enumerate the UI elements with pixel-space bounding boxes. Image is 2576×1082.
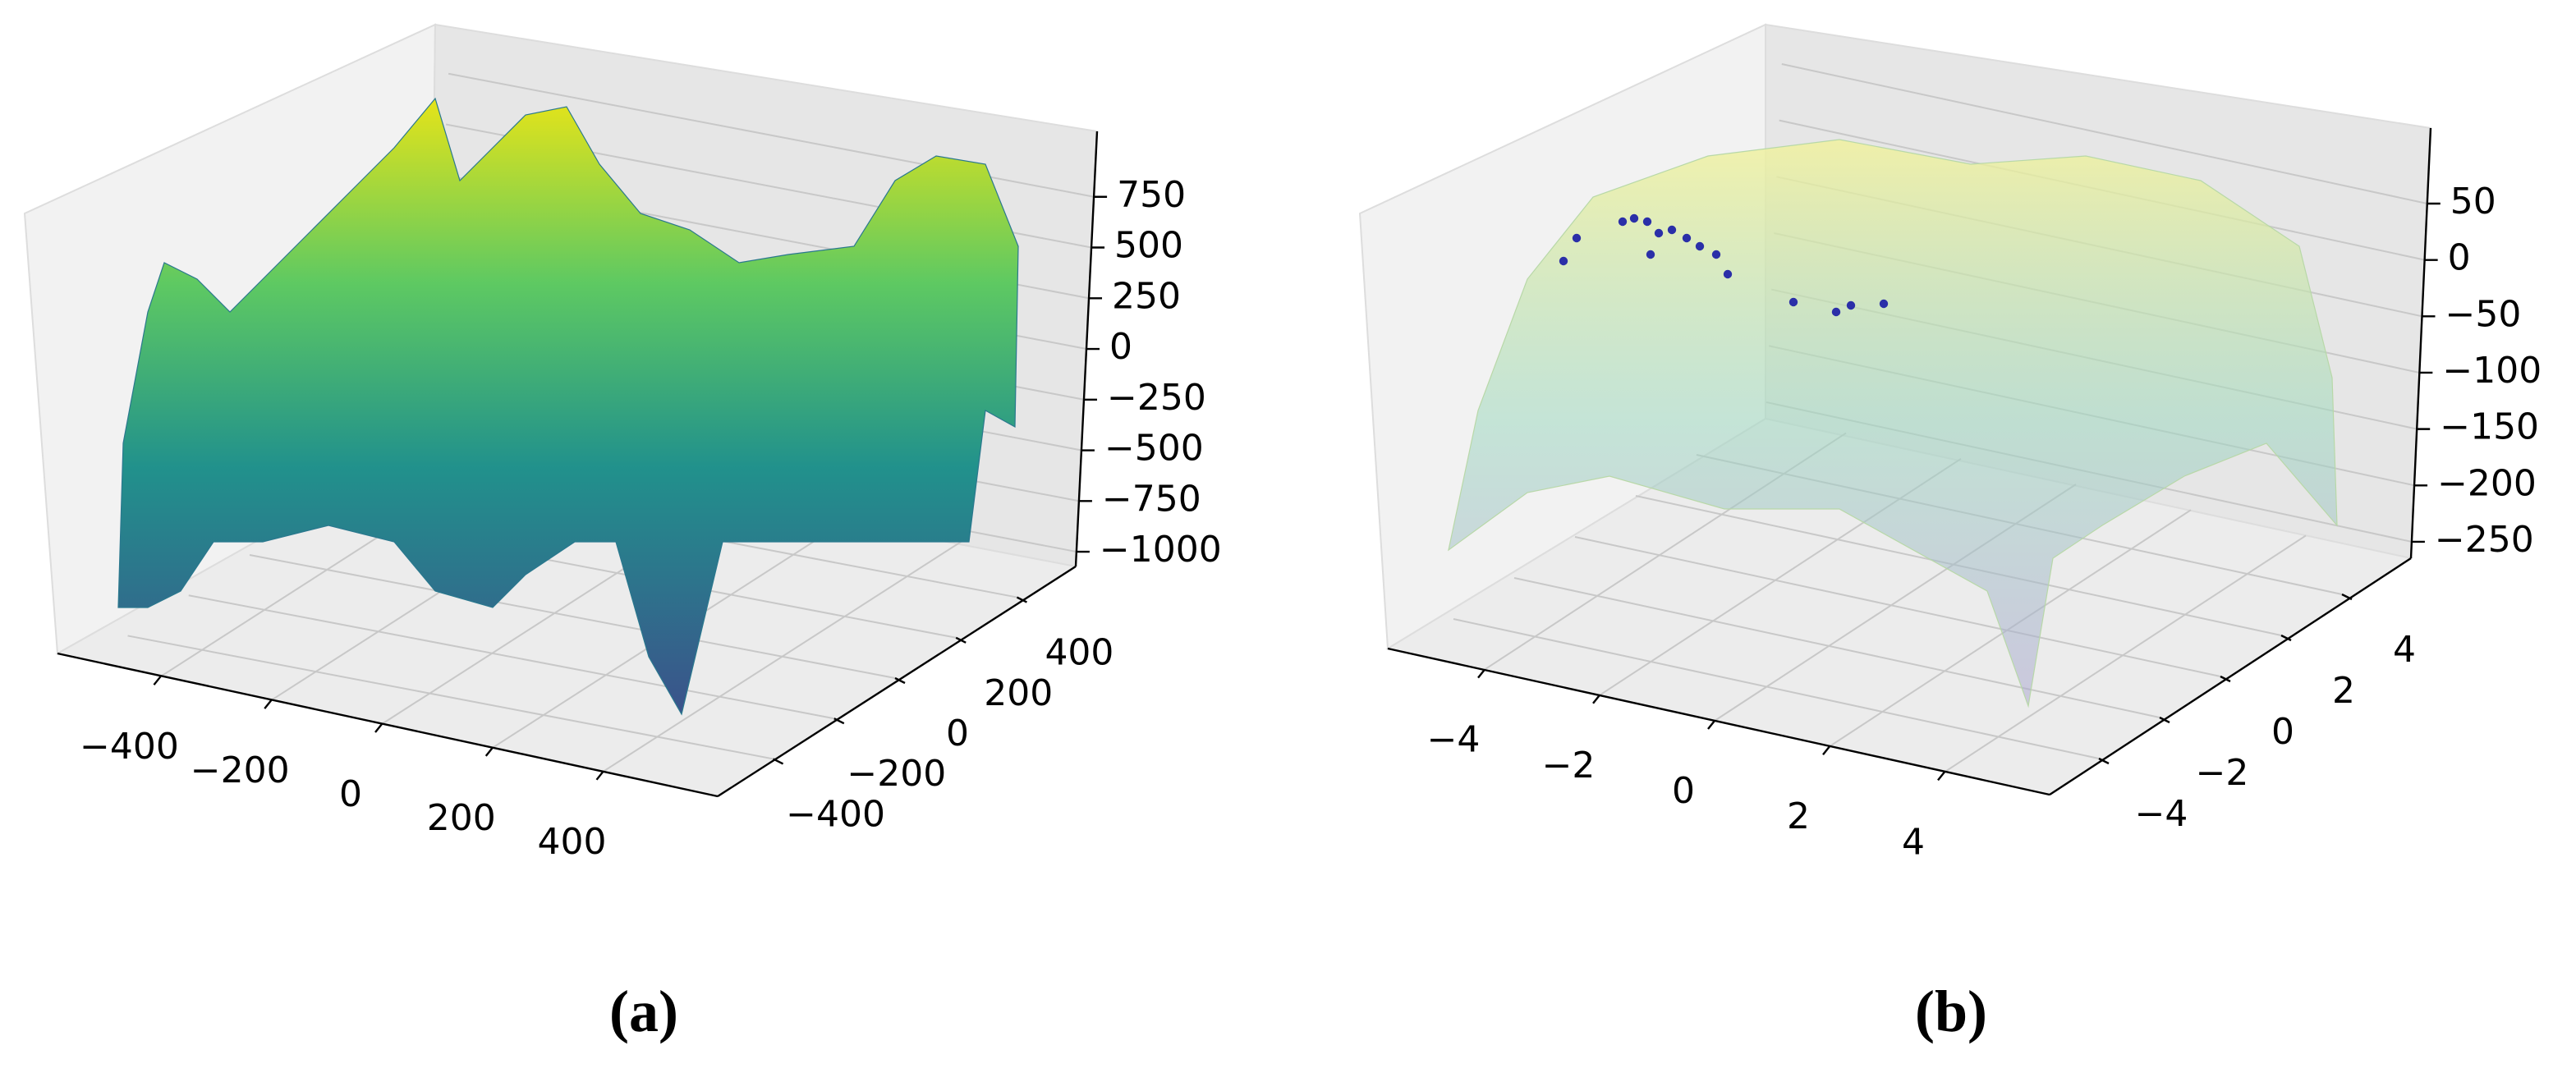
x-tick-label: 4: [1902, 821, 1925, 863]
x-tick: [1822, 745, 1830, 755]
y-tick-label: 2: [2332, 670, 2355, 712]
z-tick-label: −200: [2437, 462, 2537, 504]
x-tick-label: 200: [427, 797, 496, 839]
y-tick: [2220, 675, 2231, 683]
point: [1723, 269, 1733, 279]
z-tick-label: 50: [2450, 181, 2496, 222]
z-tick-label: −250: [1107, 377, 1206, 419]
x-tick: [595, 771, 604, 781]
point: [1618, 217, 1628, 227]
axis-line: [57, 652, 719, 798]
point: [1695, 241, 1705, 251]
x-tick: [153, 676, 162, 685]
z-tick-label: −50: [2445, 293, 2521, 335]
point: [1711, 250, 1721, 259]
z-tick-label: −150: [2440, 406, 2539, 448]
panel-caption: (a): [609, 979, 678, 1044]
x-tick-label: 0: [1672, 770, 1695, 812]
x-tick: [1477, 668, 1485, 679]
surface-b: [1448, 139, 2338, 708]
y-tick-label: 200: [984, 672, 1053, 714]
grid-line: [1453, 618, 2100, 759]
y-tick-label: −400: [786, 793, 885, 835]
x-tick-label: 0: [339, 773, 362, 815]
grid-line: [249, 554, 896, 679]
grid-line: [1513, 577, 2160, 718]
y-tick: [2341, 593, 2353, 601]
x-tick: [374, 723, 383, 733]
z-tick-label: 0: [1109, 326, 1132, 368]
y-tick: [2280, 634, 2292, 642]
y-tick-label: −2: [2196, 752, 2249, 794]
grid-line: [1574, 536, 2221, 677]
x-tick: [264, 699, 273, 709]
surface-a: [117, 97, 1019, 716]
z-tick-label: 0: [2448, 237, 2471, 279]
x-tick: [1592, 695, 1600, 704]
z-tick-label: 750: [1117, 174, 1186, 216]
x-tick-label: −4: [1427, 719, 1481, 761]
point: [1846, 300, 1856, 310]
point: [1879, 299, 1889, 309]
point: [1682, 233, 1692, 243]
x-tick-label: 400: [538, 821, 607, 863]
z-tick-label: −500: [1104, 428, 1204, 470]
y-tick-label: 400: [1045, 632, 1114, 674]
y-tick: [955, 636, 967, 644]
z-tick-label: 500: [1114, 225, 1183, 267]
panel-caption: (b): [1915, 979, 1987, 1044]
y-tick-label: 4: [2393, 629, 2416, 671]
axis-line: [2409, 127, 2432, 559]
grid-line: [1781, 63, 2427, 204]
z-tick-label: −1000: [1100, 529, 1222, 571]
y-tick-label: 0: [946, 713, 969, 754]
point: [1654, 228, 1664, 238]
x-tick: [484, 747, 494, 757]
x-tick-label: −400: [80, 726, 179, 768]
x-tick-label: 2: [1787, 795, 1810, 837]
y-tick: [2159, 716, 2170, 724]
grid-line: [188, 594, 834, 720]
point: [1629, 213, 1639, 223]
point: [1831, 307, 1841, 317]
x-tick-label: −2: [1542, 745, 1596, 786]
scatter-points: [1559, 213, 1889, 317]
point: [1642, 217, 1652, 227]
y-tick-label: −200: [847, 753, 946, 795]
z-tick-label: −750: [1102, 478, 1201, 520]
point: [1789, 297, 1798, 307]
grid-line: [127, 635, 774, 760]
point: [1572, 233, 1582, 243]
z-tick-label: −100: [2442, 350, 2542, 392]
y-tick-label: −4: [2135, 793, 2188, 835]
z-tick-label: −250: [2435, 519, 2534, 561]
axis-line: [1387, 647, 2050, 796]
y-tick: [833, 718, 845, 725]
point: [1559, 256, 1568, 266]
y-tick: [894, 676, 906, 685]
x-tick: [1707, 720, 1715, 730]
axis-line: [717, 565, 1077, 798]
x-tick: [1937, 771, 1945, 782]
point: [1667, 225, 1677, 235]
y-tick-label: 0: [2271, 711, 2294, 753]
z-tick-label: 250: [1112, 275, 1181, 317]
grid-line: [1944, 534, 2307, 773]
y-tick: [773, 758, 784, 765]
y-tick: [1016, 596, 1027, 603]
axes: −400−2000200400−400−2000200400−1000−750−…: [57, 127, 2542, 1044]
x-tick-label: −200: [191, 750, 290, 791]
y-tick: [2098, 757, 2110, 765]
point: [1646, 250, 1655, 259]
